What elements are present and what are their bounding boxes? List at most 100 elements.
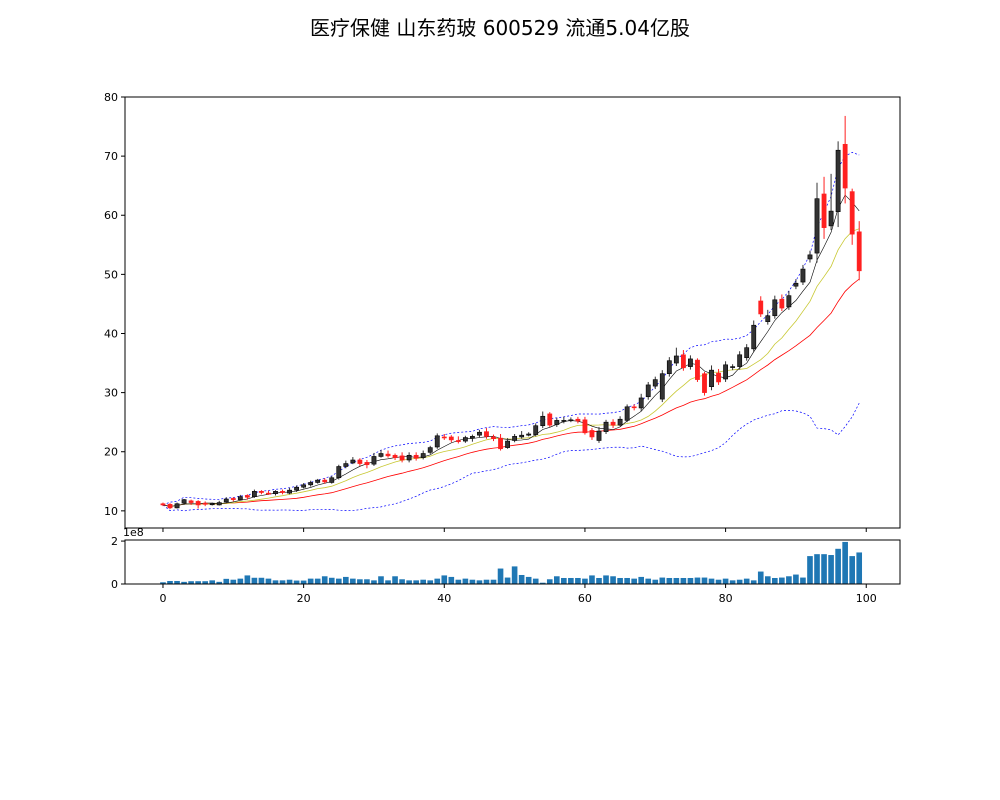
- candle: [624, 404, 630, 423]
- candle: [505, 438, 510, 449]
- candle: [730, 364, 736, 371]
- candle: [462, 435, 468, 443]
- volume-bar: [483, 579, 490, 584]
- candle-body: [568, 419, 574, 422]
- candle-body: [167, 504, 173, 509]
- volume-bar: [575, 577, 581, 584]
- candle-body: [828, 210, 834, 227]
- volume-bar: [216, 581, 223, 584]
- candle: [301, 483, 307, 489]
- candle: [744, 344, 750, 361]
- candle-body: [259, 491, 264, 493]
- candle: [680, 350, 686, 371]
- candle: [336, 464, 342, 480]
- volume-bar: [314, 578, 321, 584]
- volume-bar: [223, 578, 230, 584]
- volume-bar: [251, 577, 258, 584]
- candle-body: [287, 489, 292, 494]
- candle: [188, 499, 194, 505]
- candle: [266, 490, 271, 495]
- candle-body: [652, 379, 658, 387]
- candle-body: [251, 491, 257, 497]
- volume-bar: [462, 578, 469, 584]
- candle-body: [392, 454, 398, 458]
- candle: [610, 419, 616, 429]
- candle-body: [181, 499, 187, 504]
- volume-bar: [406, 580, 412, 584]
- candle: [603, 419, 609, 434]
- y-tick-label: 10: [104, 505, 118, 518]
- candle: [793, 279, 799, 290]
- y-tick-label: 20: [104, 446, 118, 459]
- y-tick-label: 50: [104, 268, 118, 281]
- candle: [350, 457, 356, 465]
- candle-body: [406, 454, 412, 461]
- bollinger-upper-line: [162, 152, 860, 506]
- volume-bar: [617, 577, 623, 584]
- candle: [357, 458, 363, 466]
- candle-body: [322, 479, 328, 483]
- volume-bar: [328, 577, 335, 584]
- candle: [195, 500, 201, 509]
- candle: [280, 489, 285, 495]
- candle: [223, 497, 229, 504]
- volume-bar: [828, 555, 834, 584]
- candle-body: [744, 347, 750, 359]
- x-tick-label: 100: [856, 592, 877, 605]
- candle: [716, 368, 721, 385]
- candle-body: [350, 459, 356, 464]
- volume-bar: [174, 580, 180, 584]
- volume-bar: [786, 576, 792, 584]
- candle-body: [230, 498, 236, 500]
- candle: [174, 502, 180, 509]
- candle-body: [835, 149, 841, 212]
- candle: [709, 365, 714, 391]
- candle-body: [343, 463, 349, 467]
- candle-body: [378, 453, 384, 457]
- volume-bar: [764, 576, 771, 584]
- candle: [814, 182, 820, 263]
- candle-body: [786, 295, 792, 308]
- volume-bar: [293, 580, 300, 584]
- candle-body: [779, 298, 785, 309]
- candle-body: [301, 484, 307, 488]
- candle-body: [484, 431, 489, 437]
- candle: [786, 290, 792, 310]
- candle: [652, 376, 658, 390]
- volume-bar: [511, 566, 518, 584]
- volume-bar: [532, 578, 539, 584]
- candle: [737, 351, 743, 370]
- candle-body: [561, 420, 567, 422]
- candle-body: [448, 436, 454, 441]
- volume-bar: [364, 579, 370, 584]
- candle: [526, 432, 532, 437]
- candle: [420, 450, 426, 460]
- candle-body: [631, 406, 637, 409]
- volume-bar: [202, 581, 208, 584]
- candle: [589, 428, 595, 440]
- candle: [167, 503, 173, 510]
- volume-bar: [441, 575, 448, 584]
- candle-body: [526, 433, 532, 436]
- candle-body: [223, 498, 229, 503]
- candle-body: [385, 453, 391, 457]
- candle-body: [491, 436, 496, 440]
- candle: [547, 412, 553, 427]
- volume-bar: [258, 577, 265, 584]
- volume-bar: [490, 579, 497, 584]
- volume-bar: [181, 581, 187, 584]
- volume-bar: [237, 578, 244, 584]
- volume-bar: [399, 579, 405, 584]
- candle-body: [842, 143, 848, 189]
- volume-bar: [743, 578, 750, 584]
- volume-bar: [568, 577, 574, 584]
- candle-body: [680, 354, 686, 369]
- candle: [800, 264, 806, 286]
- candle: [237, 494, 243, 501]
- candle: [561, 416, 567, 424]
- candle: [779, 294, 785, 312]
- candle-body: [237, 496, 243, 500]
- volume-bar: [800, 577, 806, 584]
- volume-bar: [371, 580, 377, 584]
- volume-bar: [603, 575, 609, 584]
